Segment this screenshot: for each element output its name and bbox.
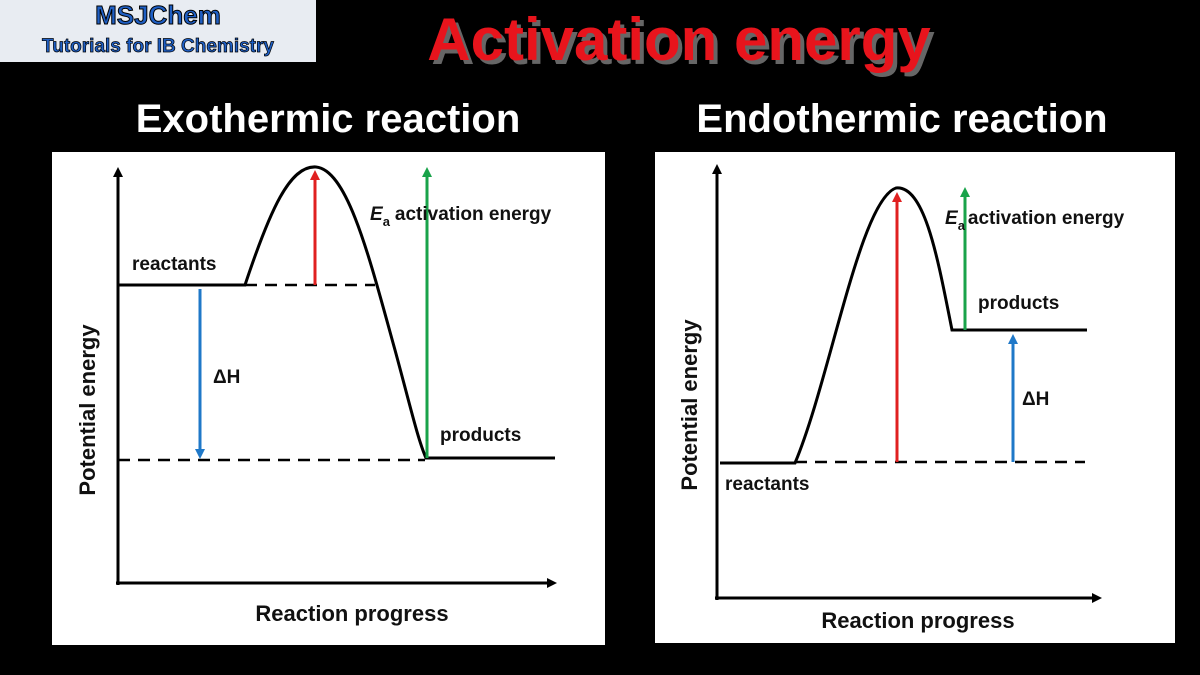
delta-h-label: ΔH [213, 367, 240, 388]
ea-label: Ea activation energy [370, 204, 552, 229]
products-label: products [978, 293, 1059, 314]
products-label: products [440, 425, 521, 446]
ea-symbol: E [370, 204, 384, 225]
reactants-label: reactants [725, 474, 810, 495]
title: Activation energy [427, 6, 931, 73]
energy-curve [118, 165, 555, 460]
logo-box [0, 0, 316, 62]
ea-subscript: a [383, 214, 391, 229]
logo-name: MSJChem [95, 0, 221, 30]
ea-label: Ea activation energy [945, 208, 1125, 233]
x-axis-label: Reaction progress [255, 601, 448, 626]
panel-heading: Endothermic reaction [696, 97, 1107, 141]
panel [52, 152, 605, 645]
panel [655, 152, 1175, 643]
delta-h-label: ΔH [1022, 389, 1049, 410]
reactants-label: reactants [132, 254, 217, 275]
ea-text: activation energy [968, 208, 1125, 229]
panel-heading: Exothermic reaction [136, 97, 521, 141]
title-shadow: Activation energy [431, 10, 935, 77]
ea-text: activation energy [395, 204, 552, 225]
logo-tagline: Tutorials for IB Chemistry [42, 36, 274, 57]
x-axis-label: Reaction progress [821, 608, 1014, 633]
ea-subscript: a [958, 218, 966, 233]
y-axis-label: Potential energy [677, 319, 702, 491]
energy-curve [720, 186, 1087, 465]
ea-symbol: E [945, 208, 959, 229]
y-axis-label: Potential energy [75, 324, 100, 496]
